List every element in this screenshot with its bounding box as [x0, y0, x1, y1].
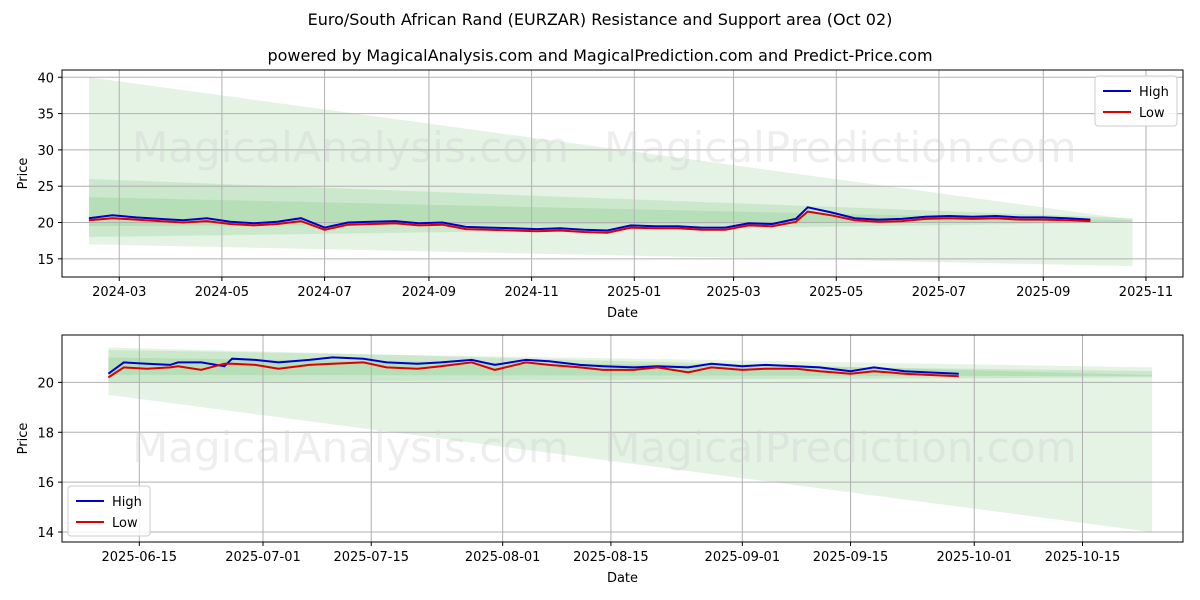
- x-tick-label: 2025-09-01: [705, 550, 781, 565]
- x-tick-label: 2025-10-01: [936, 550, 1012, 565]
- x-tick-label: 2025-06-15: [102, 550, 178, 565]
- legend-label-low: Low: [112, 516, 138, 531]
- watermark-text: MagicalPrediction.com: [604, 423, 1077, 472]
- legend-box: [67, 485, 151, 537]
- y-tick-label: 20: [37, 376, 54, 391]
- x-tick-label: 2025-07: [912, 285, 966, 300]
- y-tick-label: 40: [37, 71, 54, 86]
- legend: High Low: [1094, 75, 1178, 127]
- x-tick-label: 2025-08-01: [465, 550, 541, 565]
- x-tick-label: 2024-07: [297, 285, 351, 300]
- y-axis-label: Price: [16, 423, 31, 455]
- x-tick-label: 2025-07-01: [225, 550, 301, 565]
- y-tick-label: 14: [37, 526, 54, 541]
- x-tick-label: 2025-09: [1016, 285, 1070, 300]
- y-tick-label: 30: [37, 144, 54, 159]
- x-tick-label: 2025-05: [809, 285, 863, 300]
- legend: High Low: [67, 485, 151, 537]
- x-tick-label: 2025-08-15: [573, 550, 649, 565]
- plot-frame: [61, 334, 1184, 543]
- y-tick-label: 18: [37, 426, 54, 441]
- x-tick-label: 2024-05: [195, 285, 249, 300]
- legend-box: [1094, 75, 1178, 127]
- y-tick-label: 35: [37, 108, 54, 123]
- legend-label-high: High: [112, 495, 142, 510]
- series-line-high: [88, 206, 1091, 232]
- chart-panel-1: 2024-03 2024-05 2024-07 2024-09 2024-11 2025-…: [16, 69, 1184, 321]
- y-axis-label: Price: [16, 158, 31, 190]
- chart-subtitle: powered by MagicalAnalysis.com and Magic…: [267, 46, 933, 65]
- x-tick-label: 2025-10-15: [1045, 550, 1121, 565]
- x-tick-label: 2024-09: [402, 285, 456, 300]
- x-tick-label: 2025-03: [706, 285, 760, 300]
- x-tick-label: 2025-07-15: [333, 550, 409, 565]
- watermark-text: MagicalAnalysis.com: [132, 423, 569, 472]
- watermark-text: MagicalAnalysis.com: [132, 123, 569, 172]
- chart-title: Euro/South African Rand (EURZAR) Resista…: [307, 10, 893, 29]
- legend-label-high: High: [1139, 85, 1169, 100]
- x-tick-label: 2025-11: [1119, 285, 1173, 300]
- chart-panel-2: 2025-06-15 2025-07-01 2025-07-15 2025-08-01…: [16, 334, 1184, 586]
- series-line-low: [88, 210, 1091, 234]
- y-tick-label: 15: [37, 253, 54, 268]
- x-axis-label: Date: [607, 306, 638, 321]
- y-tick-label: 16: [37, 476, 54, 491]
- y-tick-label: 25: [37, 180, 54, 195]
- series-line-low: [107, 361, 959, 379]
- x-tick-label: 2025-09-15: [813, 550, 889, 565]
- watermark-text: MagicalPrediction.com: [604, 123, 1077, 172]
- x-tick-label: 2024-11: [504, 285, 558, 300]
- x-axis-label: Date: [607, 571, 638, 586]
- band-area-1: [108, 347, 1153, 533]
- x-tick-label: 2024-03: [92, 285, 146, 300]
- band-area-2: [108, 349, 1153, 383]
- plot-frame: [61, 69, 1184, 278]
- x-tick-label: 2025-01: [607, 285, 661, 300]
- y-tick-label: 20: [37, 217, 54, 232]
- legend-label-low: Low: [1139, 106, 1165, 121]
